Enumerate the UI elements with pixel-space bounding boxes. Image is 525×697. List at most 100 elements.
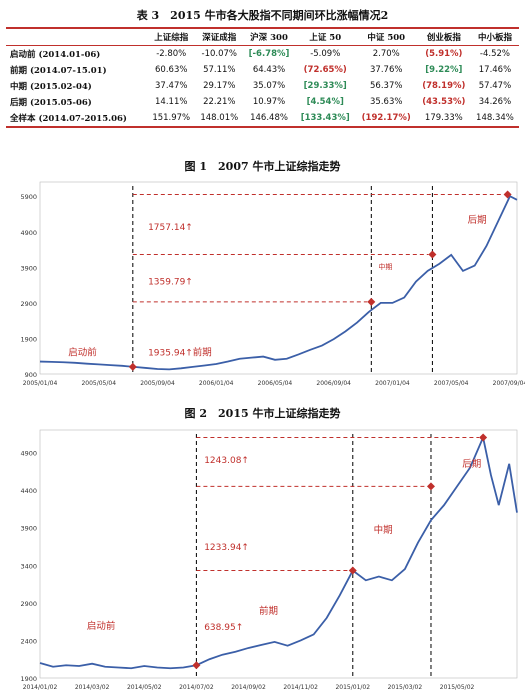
row-label: 后期 (2015.05-06) [10,98,92,108]
table-cell: 10.97% [252,97,286,107]
x-tick-label: 2015/05/02 [440,684,475,691]
header-cell: 上证综指 [147,27,196,46]
table-row: 全样本 (2014.07-2015.06) 151.97% 148.01% 146.4… [6,110,519,128]
gain-annotation: 1359.79↑ [148,277,193,287]
table-cell: [-6.78%] [248,49,290,59]
table-cell: 151.97% [147,110,196,128]
x-tick-label: 2014/07/02 [179,684,214,691]
x-tick-label: 2014/09/02 [231,684,266,691]
row-label: 全样本 (2014.07-2015.06) [6,110,148,128]
y-tick-label: 5900 [20,193,37,201]
y-tick-label: 3900 [20,525,37,533]
table-cell: 2.70% [372,49,400,59]
x-tick-label: 2006/01/04 [199,380,234,387]
x-tick-label: 2006/05/04 [258,380,293,387]
table-cell: 179.33% [416,110,471,128]
gain-annotation: 638.95↑ [204,623,243,633]
row-label: 启动前 (2014.01-06) [10,50,101,60]
plot-frame [39,429,518,679]
x-tick-label: 2005/01/04 [23,380,58,387]
period-label: 启动前 [87,620,116,632]
header-cell: 深证成指 [195,27,244,46]
y-tick-label: 4400 [20,487,37,495]
header-cell: 中小板指 [470,27,519,46]
table-cell: 37.47% [155,81,188,91]
x-tick-label: 2014/11/02 [283,684,318,691]
table-cell: 64.43% [252,65,286,75]
table-cell: 37.76% [370,65,403,75]
table-cell: -2.80% [156,49,187,59]
table-row: 启动前 (2014.01-06) -2.80% -10.07% [-6.78%] -5.… [6,46,519,63]
table-cell: 17.46% [478,65,512,75]
y-tick-label: 2900 [20,300,37,308]
period-marker [367,297,376,306]
header-cell: 创业板指 [416,27,471,46]
period-marker [348,566,357,575]
x-tick-label: 2014/01/02 [23,684,58,691]
y-tick-label: 3400 [20,562,37,570]
table-cell: 57.11% [203,65,236,75]
period-label: 中期 [378,262,392,271]
table-row: 前期 (2014.07-15.01) 60.63% 57.11% 64.43% (72.… [6,62,519,78]
y-tick-label: 4900 [20,229,37,237]
gain-annotation: 1243.08↑ [204,456,249,466]
x-tick-label: 2006/09/04 [316,380,351,387]
table-cell: 148.01% [195,110,244,128]
gain-annotation: 1233.94↑ [204,543,249,553]
x-tick-label: 2007/01/04 [375,380,410,387]
period-label: 前期 [193,347,212,359]
period-label: 中期 [374,524,393,536]
period-marker [128,362,137,371]
header-cell: 沪深 300 [243,27,295,46]
table-cell: 146.48% [243,110,295,128]
y-tick-label: 2900 [20,600,37,608]
period-marker [428,250,437,259]
gain-annotation: 1757.14↑ [148,223,193,233]
chart2-title: 图 2 2015 牛市上证综指走势 [184,407,341,420]
table-row: 中期 (2015.02-04) 37.47% 29.17% 35.07% [29.33%… [6,78,519,94]
table-cell: 14.11% [155,97,188,107]
header-cell: 中证 500 [355,27,417,46]
table-cell: 56.37% [370,81,403,91]
table-cell: 148.34% [470,110,519,128]
x-tick-label: 2015/01/02 [335,684,370,691]
chart2-figure: 1900 2400 2900 3400 3900 4400 4900 2014/01/02 20… [20,429,518,691]
table-cell: 29.17% [203,81,236,91]
table-cell: (5.91%) [425,49,463,59]
period-label: 后期 [462,459,481,470]
period-marker [192,661,201,670]
table-cell: (192.17%) [355,110,417,128]
chart1-figure: 900 1900 2900 3900 4900 5900 2005/01/04 2005/05… [20,181,525,387]
table-cell: 34.26% [478,97,512,107]
x-tick-label: 2015/03/02 [388,684,423,691]
period-marker [479,433,488,442]
period-label: 后期 [468,215,487,226]
period-label: 前期 [259,605,278,617]
table-cell: 60.63% [155,65,188,75]
table-row: 后期 (2015.05-06) 14.11% 22.21% 10.97% [4.54%]… [6,94,519,110]
table-cell: 22.21% [203,97,236,107]
period-marker [503,190,512,199]
table-cell: (72.65%) [303,65,347,75]
table-cell: [4.54%] [306,97,344,107]
table-cell: -10.07% [201,49,238,59]
table-cell: (78.19%) [422,81,466,91]
y-tick-label: 2400 [20,637,37,645]
table-header-row: 上证综指 深证成指 沪深 300 上证 50 中证 500 创业板指 中小板指 [6,27,519,46]
header-cell [6,27,148,46]
index-series-line [39,195,518,371]
returns-table: 上证综指 深证成指 沪深 300 上证 50 中证 500 创业板指 中小板指 … [6,27,519,128]
table-cell: (43.53%) [422,97,466,107]
x-tick-label: 2014/03/02 [75,684,110,691]
table-cell: [29.33%] [303,81,347,91]
table-cell: -4.52% [479,49,510,59]
y-tick-label: 1900 [20,675,37,683]
y-tick-label: 900 [25,371,37,379]
x-tick-label: 2007/09/04 [493,380,525,387]
period-label: 启动前 [68,347,97,359]
period-marker [426,482,435,491]
table-cell: -5.09% [310,49,341,59]
header-cell: 上证 50 [294,27,356,46]
table-cell: 35.07% [252,81,286,91]
table-cell: [133.43%] [294,110,356,128]
